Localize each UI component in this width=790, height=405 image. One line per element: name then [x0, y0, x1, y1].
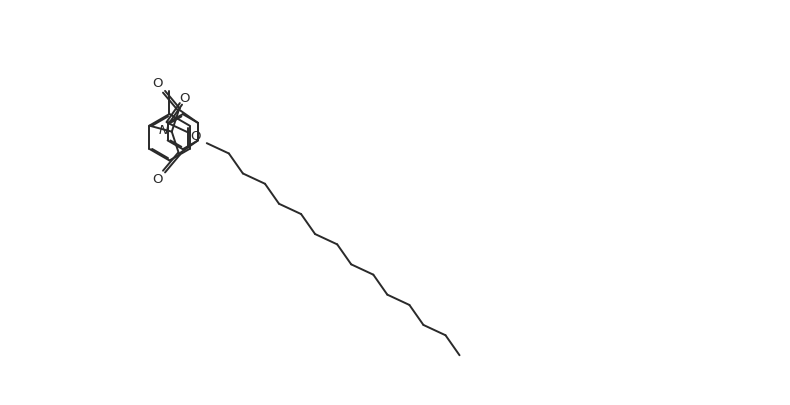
- Text: O: O: [179, 92, 190, 105]
- Text: O: O: [152, 77, 163, 90]
- Text: N: N: [159, 124, 169, 137]
- Text: O: O: [152, 173, 163, 186]
- Text: O: O: [190, 130, 201, 143]
